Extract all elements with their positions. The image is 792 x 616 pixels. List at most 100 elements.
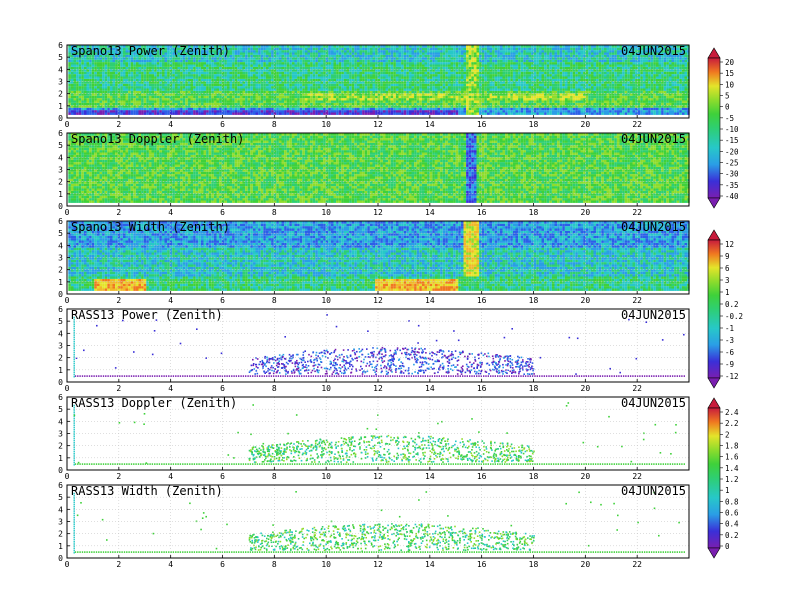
heatmap-cell xyxy=(502,90,506,94)
heatmap-cell xyxy=(367,59,370,63)
heatmap-cell xyxy=(479,90,482,94)
heatmap-cell xyxy=(388,45,391,48)
panel-spano-power: Spano13 Power (Zenith) 04JUN2015 0 2 4 6 8 10… xyxy=(58,41,690,129)
heatmap-cell xyxy=(333,66,337,70)
heatmap-cell xyxy=(497,98,500,101)
heatmap-cell xyxy=(177,83,181,87)
heatmap-cell xyxy=(349,90,352,94)
heatmap-cell xyxy=(330,112,334,115)
heatmap-cell xyxy=(104,83,108,87)
heatmap-cell xyxy=(263,57,266,60)
heatmap-cell xyxy=(395,62,399,65)
heatmap-cell xyxy=(255,112,259,115)
heatmap-cell xyxy=(323,98,326,101)
heatmap-cell xyxy=(411,54,415,58)
heatmap-cell xyxy=(185,62,188,65)
heatmap-cell xyxy=(302,100,305,103)
heatmap-cell xyxy=(232,86,235,89)
heatmap-cell xyxy=(239,45,243,48)
heatmap-cell xyxy=(323,64,326,67)
heatmap-cell xyxy=(336,54,339,58)
heatmap-cell xyxy=(354,98,357,101)
heatmap-cell xyxy=(125,59,129,63)
heatmap-cell xyxy=(200,112,204,115)
heatmap-cell xyxy=(128,52,131,55)
heatmap-cell xyxy=(250,59,253,63)
heatmap-cell xyxy=(148,100,152,103)
heatmap-cell xyxy=(476,76,480,79)
heatmap-cell xyxy=(406,64,409,67)
heatmap-cell xyxy=(356,110,360,113)
heatmap-cell xyxy=(159,57,162,60)
heatmap-cell xyxy=(122,71,126,75)
heatmap-cell xyxy=(169,98,173,101)
heatmap-cell xyxy=(91,100,95,103)
heatmap-cell xyxy=(515,107,519,111)
heatmap-cell xyxy=(107,64,110,67)
heatmap-cell xyxy=(468,50,472,53)
heatmap-cell xyxy=(107,74,110,77)
heatmap-cell xyxy=(294,66,298,70)
heatmap-cell xyxy=(510,45,513,48)
heatmap-cell xyxy=(68,102,71,106)
heatmap-cell xyxy=(310,52,313,55)
heatmap-cell xyxy=(234,95,238,99)
heatmap-cell xyxy=(289,95,292,99)
heatmap-cell xyxy=(102,76,105,79)
heatmap-cell xyxy=(239,76,243,79)
heatmap-cell xyxy=(255,64,259,67)
heatmap-cell xyxy=(419,102,422,106)
heatmap-cell xyxy=(156,64,160,67)
heatmap-cell xyxy=(393,90,396,94)
heatmap-cell xyxy=(70,74,74,77)
heatmap-cell xyxy=(255,47,259,51)
heatmap-cell xyxy=(297,83,300,87)
heatmap-cell xyxy=(229,83,233,87)
heatmap-cell xyxy=(476,45,480,48)
heatmap-cell xyxy=(128,76,131,79)
heatmap-cell xyxy=(489,69,493,72)
heatmap-cell xyxy=(258,45,261,48)
heatmap-cell xyxy=(304,81,308,84)
heatmap-cell xyxy=(213,54,217,58)
heatmap-cell xyxy=(406,71,409,75)
heatmap-cell xyxy=(133,78,136,82)
heatmap-cell xyxy=(135,110,139,113)
heatmap-cell xyxy=(278,81,282,84)
heatmap-cell xyxy=(312,107,316,111)
heatmap-cell xyxy=(463,90,467,94)
heatmap-cell xyxy=(403,100,407,103)
heatmap-cell xyxy=(102,71,105,75)
heatmap-cell xyxy=(221,100,225,103)
heatmap-cell xyxy=(359,66,363,70)
heatmap-cell xyxy=(252,71,256,75)
heatmap-cell xyxy=(320,59,324,63)
heatmap-cell xyxy=(297,107,300,111)
heatmap-cell xyxy=(299,100,303,103)
heatmap-cell xyxy=(382,78,386,82)
heatmap-cell xyxy=(351,78,355,82)
heatmap-cell xyxy=(128,88,131,91)
heatmap-cell xyxy=(304,64,308,67)
heatmap-cell xyxy=(102,102,105,106)
heatmap-cell xyxy=(338,90,342,94)
heatmap-cell xyxy=(297,98,300,101)
heatmap-cell xyxy=(395,59,399,63)
heatmap-cell xyxy=(185,102,188,106)
heatmap-cell xyxy=(499,64,503,67)
heatmap-cell xyxy=(195,71,199,75)
heatmap-cell xyxy=(180,52,183,55)
heatmap-cell xyxy=(390,52,394,55)
heatmap-cell xyxy=(109,95,113,99)
heatmap-cell xyxy=(219,59,222,63)
heatmap-cell xyxy=(473,100,477,103)
heatmap-cell xyxy=(442,100,446,103)
heatmap-cell xyxy=(427,107,430,111)
heatmap-cell xyxy=(294,71,298,75)
heatmap-cell xyxy=(247,71,251,75)
heatmap-cell xyxy=(458,45,461,48)
heatmap-cell xyxy=(177,57,181,60)
heatmap-cell xyxy=(219,47,222,51)
heatmap-cell xyxy=(338,54,342,58)
heatmap-cell xyxy=(182,112,186,115)
